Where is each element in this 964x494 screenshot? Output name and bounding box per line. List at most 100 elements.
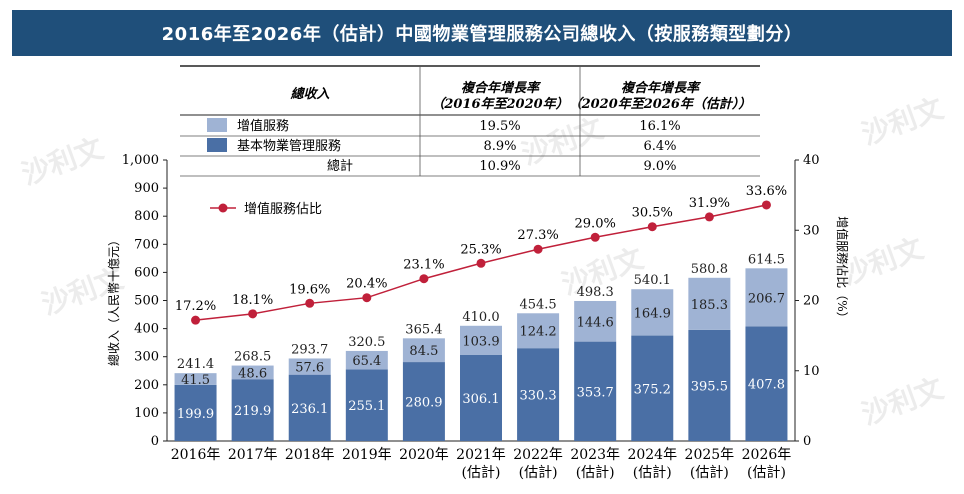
bar-value-added-label: 206.7 <box>748 291 785 306</box>
y2-axis-title: 增值服務佔比（%） <box>835 216 850 323</box>
line-point <box>305 298 315 308</box>
line-point-label: 33.6% <box>746 184 787 199</box>
y2-tick-label: 0 <box>803 434 811 449</box>
bar-basic-label: 255.1 <box>348 399 385 414</box>
line-point <box>647 222 657 232</box>
x-tick-label: 2026年 <box>742 447 792 463</box>
bar-value-added-service <box>288 358 331 375</box>
bar-basic-service <box>460 354 502 441</box>
line-point <box>419 274 429 284</box>
table-cagr2-value: 6.4% <box>643 139 676 154</box>
table-row-label: 增值服務 <box>237 118 289 134</box>
bar-basic-label: 219.9 <box>234 404 271 419</box>
y-tick-label: 600 <box>134 265 159 280</box>
y-tick-label: 700 <box>134 237 159 252</box>
bar-total-label: 580.8 <box>691 262 728 277</box>
bar-value-added-label: 57.6 <box>295 361 324 376</box>
bar-basic-service <box>631 335 674 441</box>
bar-basic-label: 199.9 <box>177 407 214 422</box>
table-cagr1-value: 10.9% <box>479 159 520 174</box>
bar-value-added-label: 41.5 <box>181 373 210 388</box>
x-tick-label-sub: (估計) <box>462 465 501 481</box>
bar-value-added-service <box>460 325 502 355</box>
x-tick-label: 2024年 <box>627 447 677 463</box>
y-tick-label: 800 <box>134 209 159 224</box>
table-header-total: 總收入 <box>289 86 329 102</box>
y-tick-label: 200 <box>134 378 159 393</box>
x-tick-label: 2019年 <box>342 447 392 463</box>
legend-line-marker <box>218 203 228 213</box>
table-header-cagr1-period: （2016年至2020年） <box>431 96 568 112</box>
bar-value-added-service <box>345 350 388 370</box>
bar-value-added-service <box>174 373 217 385</box>
bar-basic-label: 395.5 <box>691 379 728 394</box>
line-point <box>704 212 714 222</box>
bar-value-added-label: 185.3 <box>691 298 728 313</box>
y-tick-label: 100 <box>134 406 159 421</box>
bar-value-added-label: 84.5 <box>409 344 438 359</box>
line-point-label: 25.3% <box>460 242 501 257</box>
x-tick-label: 2023年 <box>570 447 620 463</box>
bar-basic-service <box>174 384 217 441</box>
line-point-label: 23.1% <box>403 258 444 273</box>
bar-value-added-service <box>688 277 731 330</box>
bar-basic-service <box>745 326 788 441</box>
bar-total-label: 410.0 <box>462 310 499 325</box>
bar-basic-label: 330.3 <box>519 389 556 404</box>
bar-basic-service <box>231 379 274 441</box>
bar-basic-label: 236.1 <box>291 402 328 417</box>
bar-value-added-service <box>402 338 445 363</box>
line-point-label: 20.4% <box>346 277 387 292</box>
table-row-label: 總計 <box>327 158 353 174</box>
table-cagr1-value: 19.5% <box>479 119 520 134</box>
bar-basic-label: 353.7 <box>577 385 614 400</box>
bar-basic-service <box>574 341 617 441</box>
y-tick-label: 900 <box>134 181 159 196</box>
bar-basic-label: 280.9 <box>405 396 442 411</box>
x-tick-label: 2025年 <box>685 447 735 463</box>
bar-total-label: 498.3 <box>577 285 614 300</box>
y-tick-label: 0 <box>151 434 159 449</box>
bar-total-label: 454.5 <box>519 297 556 312</box>
bar-value-added-service <box>631 289 674 336</box>
bar-basic-label: 306.1 <box>462 392 499 407</box>
y-axis-title: 總收入（人民幣十億元） <box>106 234 121 366</box>
x-tick-label: 2018年 <box>285 447 335 463</box>
bar-total-label: 320.5 <box>348 335 385 350</box>
bar-total-label: 241.4 <box>177 357 214 372</box>
legend-line-label: 增值服務佔比 <box>244 201 322 217</box>
line-point <box>362 293 372 303</box>
table-cagr2-value: 9.0% <box>643 159 676 174</box>
bar-value-added-service <box>574 300 617 342</box>
bar-total-label: 540.1 <box>634 273 671 288</box>
bar-total-label: 614.5 <box>748 252 785 267</box>
line-point <box>191 315 201 325</box>
line-point <box>590 232 600 242</box>
bar-total-label: 268.5 <box>234 350 271 365</box>
bar-value-added-label: 164.9 <box>634 306 671 321</box>
y2-tick-label: 40 <box>803 153 820 168</box>
table-header-cagr2-period: （2020年至2026年（估計）） <box>569 96 752 112</box>
line-point <box>248 309 258 319</box>
y2-tick-label: 30 <box>803 223 820 238</box>
table-header-cagr1: 複合年增長率 <box>461 80 542 96</box>
line-point-label: 27.3% <box>517 228 558 243</box>
line-point-label: 30.5% <box>632 206 673 221</box>
bar-value-added-service <box>517 313 560 349</box>
bar-basic-service <box>688 329 731 441</box>
legend-swatch <box>207 118 227 132</box>
chart-title: 2016年至2026年（估計）中國物業管理服務公司總收入（按服務類型劃分） <box>12 10 952 56</box>
line-point-label: 19.6% <box>289 282 330 297</box>
x-tick-label: 2022年 <box>513 447 563 463</box>
bar-value-added-service <box>231 365 274 380</box>
x-tick-label-sub: (估計) <box>633 465 672 481</box>
y2-tick-label: 20 <box>803 294 820 309</box>
y-tick-label: 1,000 <box>122 153 159 168</box>
x-tick-label: 2017年 <box>228 447 278 463</box>
line-point <box>533 244 543 254</box>
x-tick-label: 2021年 <box>456 447 506 463</box>
line-point <box>476 258 486 268</box>
bar-value-added-label: 144.6 <box>577 315 614 330</box>
bar-value-added-label: 103.9 <box>462 334 499 349</box>
